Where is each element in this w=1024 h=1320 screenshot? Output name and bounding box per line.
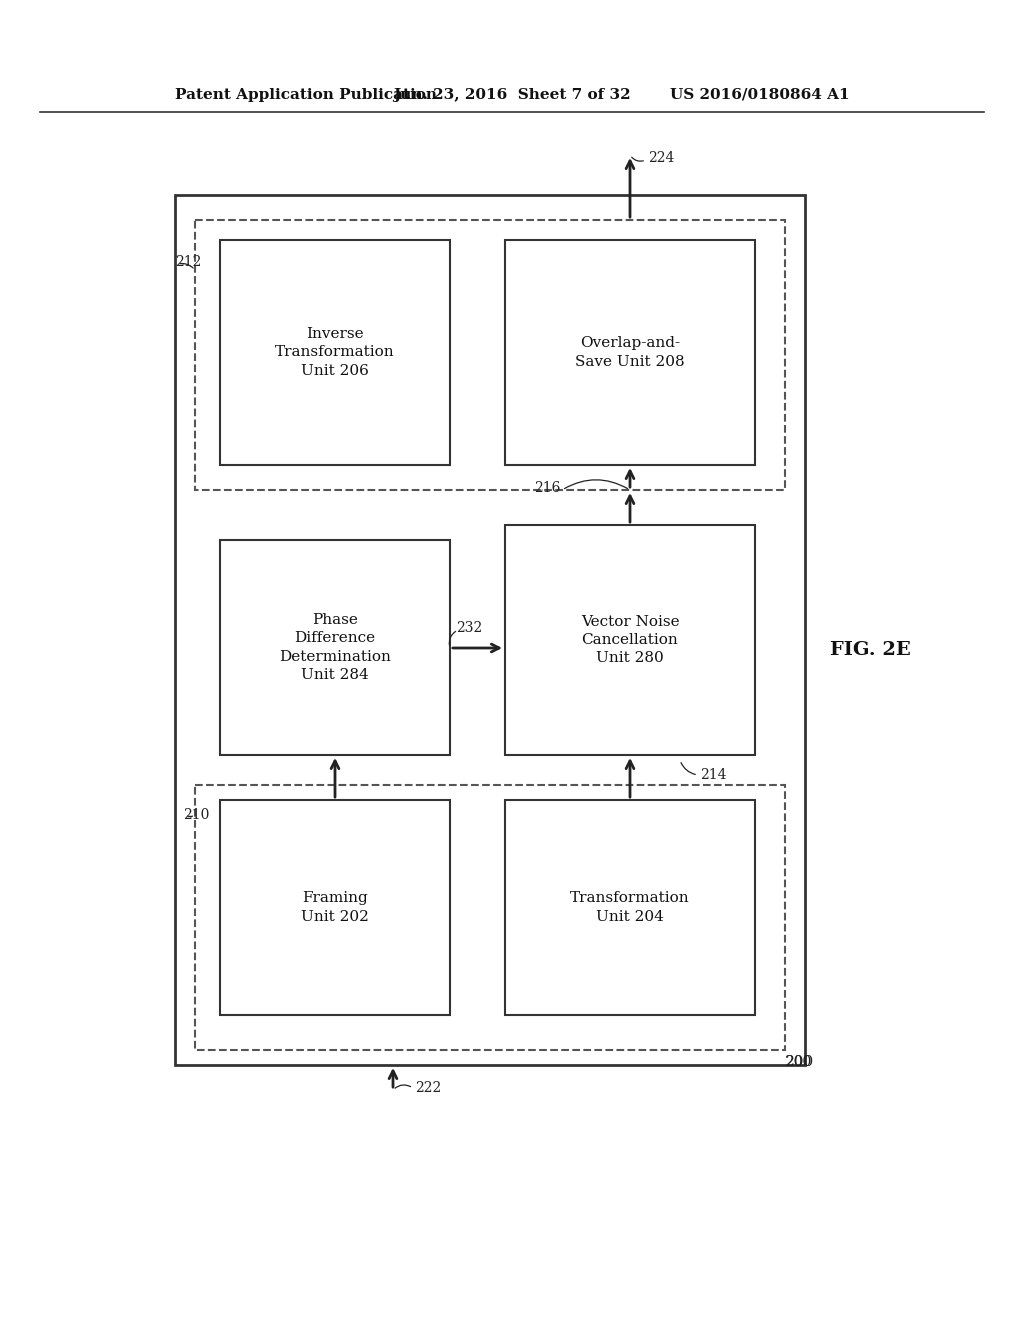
Bar: [195, 785, 785, 1049]
Text: 216: 216: [534, 480, 560, 495]
Text: 210: 210: [183, 808, 209, 822]
Text: Transformation
Unit 204: Transformation Unit 204: [570, 891, 690, 924]
Bar: [505, 525, 755, 755]
Text: 214: 214: [700, 768, 726, 781]
Bar: [220, 240, 450, 465]
Text: Jun. 23, 2016  Sheet 7 of 32: Jun. 23, 2016 Sheet 7 of 32: [393, 88, 631, 102]
Text: 232: 232: [456, 620, 482, 635]
Bar: [505, 240, 755, 465]
Bar: [175, 195, 805, 1065]
Text: Inverse
Transformation
Unit 206: Inverse Transformation Unit 206: [275, 327, 395, 378]
Text: 222: 222: [415, 1081, 441, 1096]
Text: US 2016/0180864 A1: US 2016/0180864 A1: [671, 88, 850, 102]
Text: 200: 200: [785, 1055, 814, 1069]
Text: 224: 224: [648, 150, 675, 165]
Text: Phase
Difference
Determination
Unit 284: Phase Difference Determination Unit 284: [280, 612, 391, 682]
Bar: [505, 800, 755, 1015]
Text: Patent Application Publication: Patent Application Publication: [175, 88, 437, 102]
Text: FIG. 2E: FIG. 2E: [829, 642, 910, 659]
Bar: [220, 540, 450, 755]
Bar: [195, 220, 785, 490]
Text: Framing
Unit 202: Framing Unit 202: [301, 891, 369, 924]
Text: 212: 212: [175, 255, 202, 269]
Text: 200: 200: [785, 1055, 811, 1069]
Bar: [220, 800, 450, 1015]
Text: Vector Noise
Cancellation
Unit 280: Vector Noise Cancellation Unit 280: [581, 615, 679, 665]
Text: Overlap-and-
Save Unit 208: Overlap-and- Save Unit 208: [575, 337, 685, 368]
